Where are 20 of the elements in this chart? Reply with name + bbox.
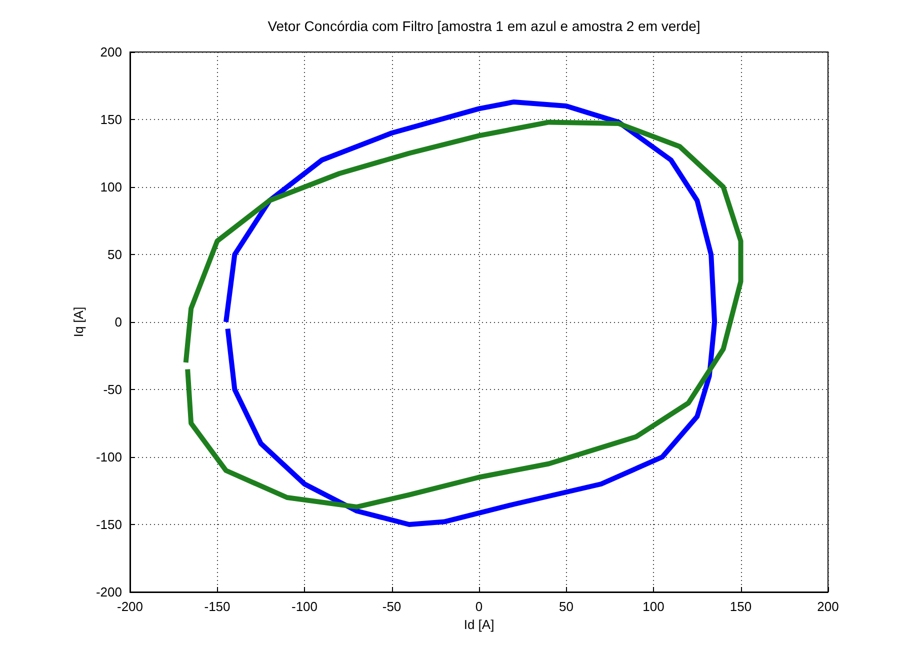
y-tick-label: 100: [100, 180, 122, 194]
y-tick-label: -100: [96, 450, 122, 464]
y-tick-label: -150: [96, 517, 122, 532]
x-tick-label: 50: [559, 599, 574, 614]
y-tick-label: 50: [108, 247, 122, 262]
chart-title: Vetor Concórdia com Filtro [amostra 1 em azul e amostra 2 em verde]: [268, 18, 700, 34]
y-tick-label: 0: [114, 314, 122, 330]
x-tick-label: -100: [291, 599, 318, 614]
y-tick-label: 200: [100, 44, 122, 60]
y-axis-title: Iq [A]: [71, 306, 86, 338]
y-tick-label: 150: [100, 112, 122, 127]
x-tick-label: 200: [817, 599, 839, 614]
y-tick-label: -50: [103, 382, 122, 397]
y-tick-label: -200: [96, 584, 122, 600]
x-tick-label: 150: [730, 599, 752, 614]
x-axis-title: Id [A]: [464, 616, 494, 632]
x-tick-label: -50: [382, 599, 402, 614]
x-tick-label: -150: [204, 599, 230, 614]
x-tick-label: 100: [642, 599, 664, 614]
x-tick-label: 0: [475, 599, 483, 614]
